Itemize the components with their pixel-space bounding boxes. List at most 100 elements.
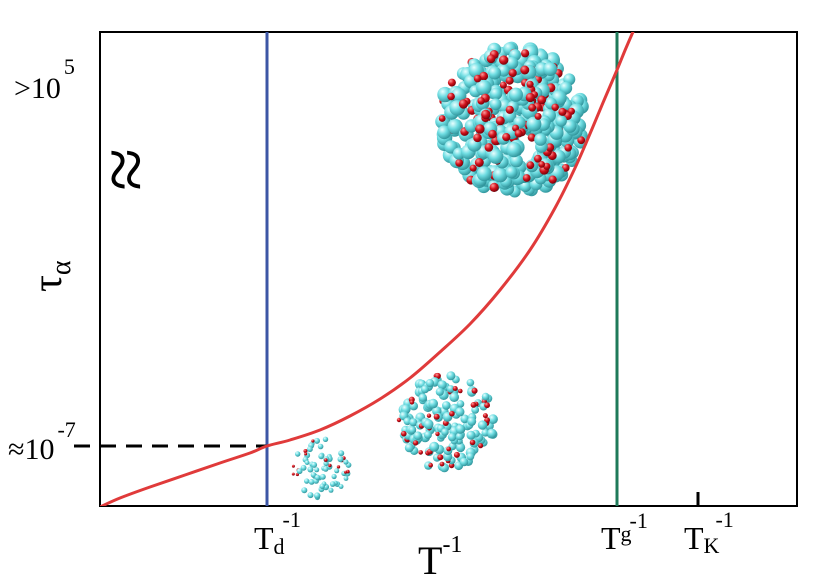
red-atom [520,65,530,75]
cyan-atom [322,466,329,472]
cyan-atom [314,437,320,444]
y-axis-break-symbol: ≈ [83,149,170,192]
cyan-atom [296,468,303,475]
red-atom [537,95,547,105]
red-atom [525,92,535,103]
cyan-atom [428,398,439,409]
cyan-atom [308,479,315,485]
cyan-atom [301,487,308,494]
red-atom [564,144,572,152]
red-atom [433,413,440,420]
red-atom [439,461,445,467]
cyan-atom [455,442,466,453]
y-tick-label-upper: >105 [14,54,75,105]
red-atom [534,154,542,163]
red-atom [484,143,494,152]
red-atom [489,182,499,192]
red-atom [438,115,446,122]
cyan-atom [506,142,522,158]
cyan-atom [447,118,463,135]
red-atom [545,143,555,152]
red-atom [412,440,419,446]
cyan-atom [446,371,456,381]
cyan-atom [555,115,567,127]
red-atom [435,431,440,437]
red-atom [449,410,455,417]
cyan-atom [404,443,414,453]
red-atom [311,439,315,443]
red-atom [508,68,517,78]
cyan-atom [409,418,418,427]
cyan-atom [314,474,321,481]
red-atom [396,417,402,423]
red-atom [473,74,482,83]
red-atom [291,472,295,476]
cyan-atom [328,487,334,493]
cyan-atom [343,459,349,465]
cyan-atom [488,148,504,164]
cyan-atom [488,66,502,80]
red-atom [470,402,477,408]
red-atom [558,107,567,116]
cyan-atom [320,473,326,480]
cyan-atom [331,473,337,480]
relaxation-time-curve [100,32,635,506]
red-atom [437,454,444,461]
cyan-atom [437,380,447,390]
small-cluster-illustration [291,436,352,501]
red-atom [484,402,490,409]
cyan-atom [477,420,488,430]
red-atom [477,97,485,105]
red-atom [452,386,458,391]
cyan-atom [337,456,344,463]
red-atom [482,413,488,419]
cyan-atom [319,483,325,489]
red-atom [344,470,347,474]
cyan-atom [455,424,465,434]
large-cluster-illustration [435,41,589,198]
red-atom [447,92,455,101]
red-atom [521,49,530,58]
cyan-atom [304,460,310,465]
red-atom [303,449,308,453]
cyan-atom [441,428,449,436]
cyan-atom [343,476,349,481]
x-tick-label-tk: TK-1 [684,507,734,558]
red-atom [304,452,308,456]
cyan-atom [421,385,429,394]
cyan-atom [423,419,434,430]
cyan-atom [492,167,508,183]
red-atom [526,80,534,88]
cyan-atom [487,428,497,438]
cyan-atom [456,400,465,408]
red-atom [499,55,509,65]
red-atom [528,103,537,112]
medium-cluster-illustration [396,371,498,473]
cyan-atom [563,119,577,133]
red-atom [469,439,476,446]
cyan-atom [455,407,465,417]
red-atom [453,451,460,458]
red-atom [324,458,328,462]
cyan-atom [317,443,324,450]
cyan-atom [295,451,301,457]
cyan-atom [481,392,490,401]
cyan-atom [489,87,503,101]
cyan-atom [449,392,460,403]
cyan-atom [418,393,427,402]
cyan-atom [403,417,412,426]
cyan-atom [489,98,502,111]
cyan-atom [429,441,440,452]
cyan-atom [304,478,310,484]
x-axis-label: T-1 [418,532,462,578]
cyan-atom [505,166,518,179]
cyan-atom [466,452,475,461]
cyan-atom [307,446,313,453]
red-atom [428,462,434,468]
red-atom [527,133,536,142]
red-atom [514,129,523,138]
plot-frame [99,31,798,507]
cyan-atom [334,468,340,474]
cyan-atom [338,450,345,457]
red-atom [478,443,484,449]
